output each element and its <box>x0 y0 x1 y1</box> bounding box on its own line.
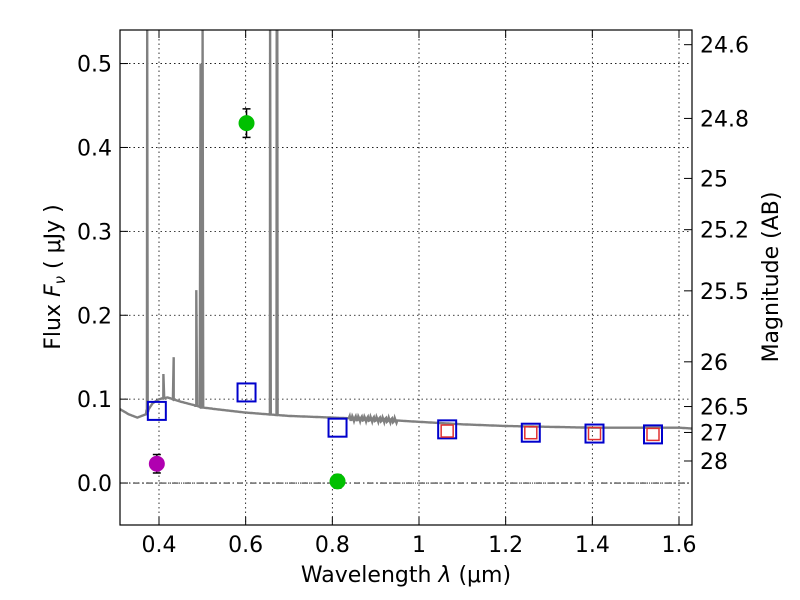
y-tick-label: 0.2 <box>77 304 112 329</box>
model-square-marker <box>643 424 663 445</box>
observed-square-marker <box>524 425 538 440</box>
x-tick-label: 1.6 <box>662 533 697 558</box>
y2-tick-label: 26 <box>700 351 728 376</box>
y2-tick-label: 26.5 <box>700 396 749 421</box>
green-point <box>329 473 346 490</box>
y2-tick-label: 24.8 <box>700 107 749 132</box>
y-tick-label: 0.0 <box>77 472 112 497</box>
x-tick-label: 1.2 <box>488 533 523 558</box>
y2-tick-label: 28 <box>700 450 728 475</box>
spectrum-layer <box>119 29 692 430</box>
observed-square-marker <box>646 427 660 442</box>
y2-tick-label: 24.6 <box>700 34 749 59</box>
model-square-marker <box>437 419 458 440</box>
x-tick-label: 1.4 <box>575 533 610 558</box>
y2-axis-label: Magnitude (AB) <box>759 192 784 363</box>
spectrum-line <box>119 29 692 430</box>
grid-layer <box>120 30 692 525</box>
plot-frame <box>119 29 693 526</box>
y-tick-label: 0.5 <box>77 53 112 78</box>
y-tick-label: 0.4 <box>77 136 112 161</box>
y-axis-label: Flux Fν ( μJy ) <box>41 204 69 349</box>
y2-tick-label: 27 <box>700 421 728 446</box>
model-square-marker <box>146 400 167 421</box>
x-axis-label: Wavelength λ (μm) <box>301 563 511 588</box>
u-band-point <box>148 455 165 472</box>
x-tick-label: 1 <box>412 533 426 558</box>
model-square-marker <box>327 417 348 438</box>
observed-square-marker <box>440 424 454 438</box>
y2-tick-label: 25.5 <box>700 280 749 305</box>
y2-tick-label: 25.2 <box>700 219 749 244</box>
model-square-marker <box>236 382 257 403</box>
model-square-marker <box>520 422 541 443</box>
green-point <box>238 115 255 132</box>
y2-tick-label: 25 <box>700 167 728 192</box>
x-tick-label: 0.8 <box>315 533 350 558</box>
marker-layer <box>146 108 663 490</box>
x-tick-label: 0.6 <box>228 533 263 558</box>
tick-layer: 0.4 0.6 0.8 1 1.2 1.4 1.6 0.0 0.1 0.2 0.3 0.4 0.5 24.… <box>77 30 749 558</box>
y-tick-label: 0.3 <box>77 220 112 245</box>
observed-square-marker <box>587 426 602 441</box>
x-tick-label: 0.4 <box>142 533 177 558</box>
model-square-marker <box>584 423 605 444</box>
y-tick-label: 0.1 <box>77 388 112 413</box>
